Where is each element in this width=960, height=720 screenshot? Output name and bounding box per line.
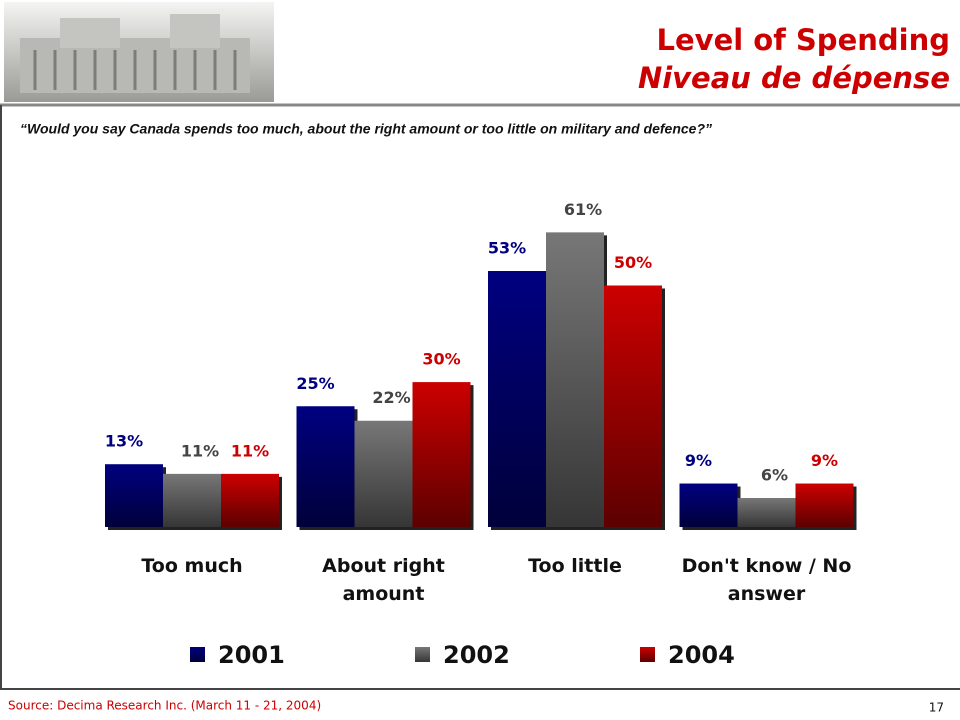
- bar-shade: [105, 464, 163, 527]
- value-label: 9%: [811, 451, 838, 470]
- x-tick-label: Don't know / No answer: [681, 555, 852, 605]
- value-label: 11%: [231, 441, 269, 460]
- bar-shade: [795, 483, 854, 527]
- source: Source: Decima Research Inc. (March 11 -…: [8, 699, 321, 713]
- title: Level of Spending: [657, 23, 950, 57]
- legend-label: 2002: [443, 641, 510, 669]
- bar-shade: [412, 382, 471, 527]
- bar-shade: [163, 473, 221, 527]
- legend-swatch-shade: [415, 647, 430, 662]
- value-label: 11%: [181, 441, 219, 460]
- bar-shade: [488, 271, 546, 527]
- bar-shade: [221, 473, 279, 527]
- subtitle: Niveau de dépense: [638, 61, 950, 95]
- value-label: 50%: [614, 253, 652, 272]
- x-tick-label: About right amount: [322, 555, 445, 605]
- legend-label: 2001: [218, 641, 285, 669]
- value-label: 9%: [685, 451, 712, 470]
- header-image: [4, 2, 274, 102]
- value-label: 13%: [105, 432, 143, 451]
- value-label: 25%: [296, 374, 334, 393]
- value-label: 30%: [422, 350, 460, 369]
- value-label: 22%: [372, 388, 410, 407]
- bar-shade: [737, 498, 796, 527]
- bar-shade: [296, 406, 355, 527]
- bar-shade: [604, 285, 662, 527]
- value-label: 61%: [564, 200, 602, 219]
- question: “Would you say Canada spends too much, a…: [20, 121, 712, 137]
- x-tick-label: Too much: [141, 555, 243, 577]
- legend-swatch-shade: [640, 647, 655, 662]
- x-tick-label: Too little: [528, 555, 622, 577]
- value-label: 53%: [488, 239, 526, 258]
- bar-shade: [679, 483, 738, 527]
- bar-shade: [546, 232, 604, 527]
- legend-swatch-shade: [190, 647, 205, 662]
- page-number: 17: [929, 701, 944, 715]
- legend-label: 2004: [668, 641, 735, 669]
- bar-shade: [354, 420, 413, 527]
- value-label: 6%: [761, 466, 788, 485]
